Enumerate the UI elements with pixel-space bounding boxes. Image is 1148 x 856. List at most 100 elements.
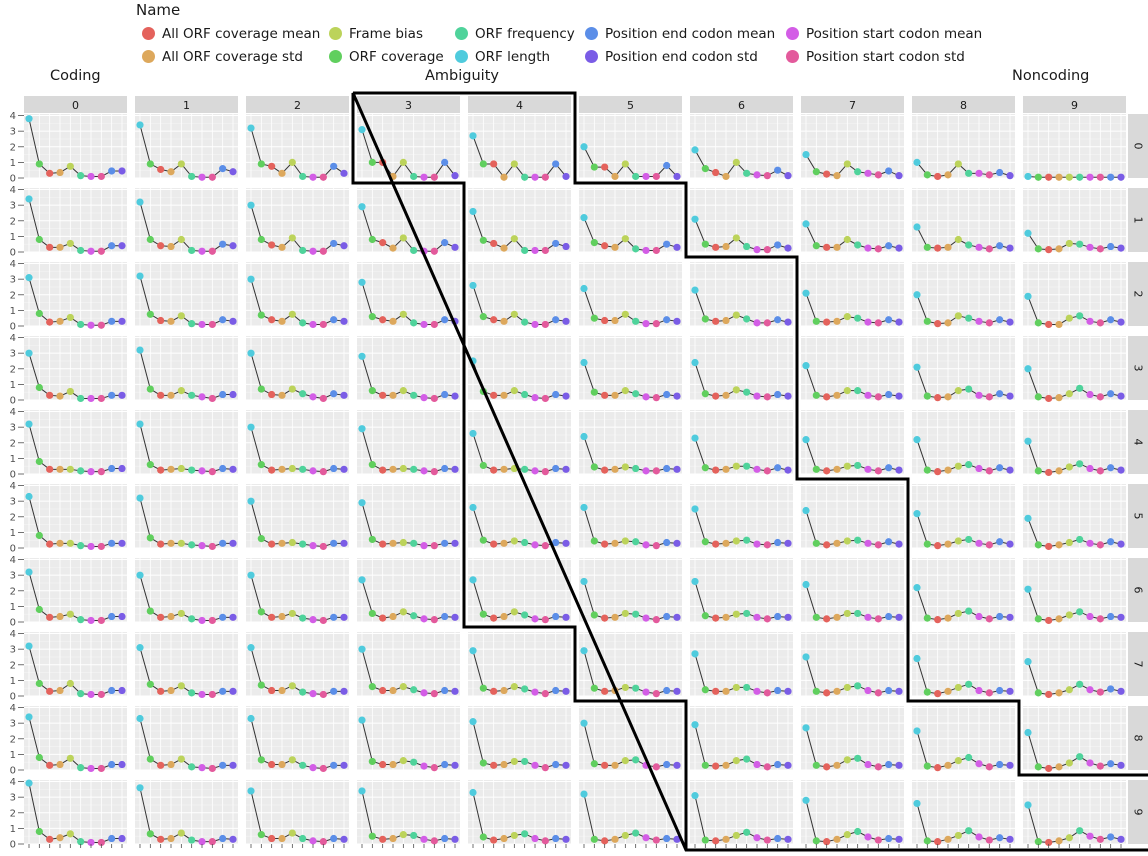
data-point bbox=[1034, 615, 1042, 623]
data-point bbox=[985, 615, 993, 623]
data-point bbox=[87, 616, 95, 625]
data-point bbox=[521, 246, 529, 255]
legend-label: ORF coverage bbox=[349, 49, 444, 65]
data-point bbox=[954, 235, 962, 244]
data-point bbox=[358, 126, 366, 134]
data-point bbox=[479, 160, 487, 168]
data-point bbox=[874, 319, 882, 327]
legend-item: Position start codon std bbox=[786, 48, 965, 66]
data-point bbox=[1076, 680, 1084, 688]
data-point bbox=[934, 838, 942, 846]
data-point bbox=[108, 612, 116, 621]
data-point bbox=[874, 763, 882, 771]
data-point bbox=[309, 837, 317, 845]
row-strip bbox=[1128, 558, 1148, 622]
data-point bbox=[299, 246, 307, 255]
data-point bbox=[732, 311, 740, 319]
data-point bbox=[590, 537, 598, 545]
data-point bbox=[590, 163, 598, 171]
data-point bbox=[1096, 467, 1104, 475]
series-line bbox=[916, 658, 1011, 695]
data-point bbox=[108, 760, 116, 769]
data-point bbox=[118, 242, 126, 250]
data-point bbox=[441, 686, 449, 695]
data-point bbox=[479, 313, 487, 321]
data-point bbox=[580, 647, 588, 655]
data-point bbox=[923, 171, 931, 179]
data-point bbox=[874, 836, 882, 844]
legend-swatch bbox=[786, 50, 799, 63]
data-point bbox=[784, 539, 792, 547]
data-point bbox=[1055, 689, 1063, 697]
series-line bbox=[139, 647, 233, 695]
series-line bbox=[694, 795, 789, 842]
data-point bbox=[25, 420, 33, 428]
data-point bbox=[784, 761, 792, 769]
data-point bbox=[479, 610, 487, 618]
column-strip-label: 2 bbox=[294, 99, 301, 112]
data-point bbox=[25, 713, 33, 721]
data-point bbox=[913, 727, 921, 735]
data-point bbox=[996, 390, 1004, 398]
data-point bbox=[541, 394, 549, 403]
data-point bbox=[663, 240, 671, 248]
data-point bbox=[1045, 394, 1053, 403]
data-point bbox=[56, 686, 64, 695]
data-point bbox=[368, 461, 376, 469]
row-strip bbox=[1128, 706, 1148, 770]
data-point bbox=[1006, 244, 1014, 252]
series-line bbox=[805, 800, 900, 843]
data-point bbox=[1076, 535, 1084, 544]
data-point bbox=[257, 756, 265, 764]
data-point bbox=[1117, 687, 1125, 695]
data-point bbox=[1107, 538, 1115, 546]
data-point bbox=[77, 616, 85, 624]
panel-background bbox=[1023, 632, 1126, 696]
data-point bbox=[923, 317, 931, 325]
data-point bbox=[913, 223, 921, 231]
data-point bbox=[652, 467, 660, 475]
panel-background bbox=[1023, 558, 1126, 622]
data-point bbox=[642, 541, 650, 549]
data-point bbox=[521, 611, 529, 619]
data-point bbox=[965, 753, 973, 762]
data-point bbox=[743, 169, 751, 177]
data-point bbox=[278, 539, 286, 547]
series-line bbox=[916, 294, 1011, 325]
data-point bbox=[934, 764, 942, 772]
data-point bbox=[521, 173, 529, 181]
data-point bbox=[146, 235, 154, 244]
data-point bbox=[46, 687, 54, 695]
data-point bbox=[1117, 540, 1125, 548]
data-point bbox=[743, 683, 751, 692]
ambiguity-boundary-upper bbox=[353, 91, 1148, 777]
panel-background bbox=[690, 410, 793, 474]
data-point bbox=[774, 612, 782, 621]
data-point bbox=[562, 539, 570, 547]
data-point bbox=[753, 246, 761, 254]
data-point bbox=[812, 168, 820, 176]
data-point bbox=[652, 763, 660, 771]
data-point bbox=[35, 605, 43, 614]
data-point bbox=[257, 831, 265, 839]
data-point bbox=[732, 831, 740, 840]
data-point bbox=[753, 540, 761, 548]
data-point bbox=[118, 760, 126, 769]
series-line bbox=[583, 581, 678, 621]
data-point bbox=[652, 394, 660, 402]
data-point bbox=[663, 538, 671, 547]
data-point bbox=[35, 679, 43, 688]
data-point bbox=[975, 686, 983, 695]
data-point bbox=[1086, 612, 1094, 621]
data-point bbox=[136, 121, 144, 129]
data-point bbox=[621, 537, 629, 545]
series-line bbox=[361, 502, 455, 547]
panel-background bbox=[912, 262, 1015, 326]
data-point bbox=[1107, 316, 1115, 324]
data-point bbox=[632, 538, 640, 546]
series-line bbox=[361, 579, 456, 621]
data-point bbox=[108, 834, 116, 843]
data-point bbox=[985, 245, 993, 253]
data-point bbox=[1024, 172, 1032, 181]
column-strip-label: 9 bbox=[1071, 99, 1078, 112]
